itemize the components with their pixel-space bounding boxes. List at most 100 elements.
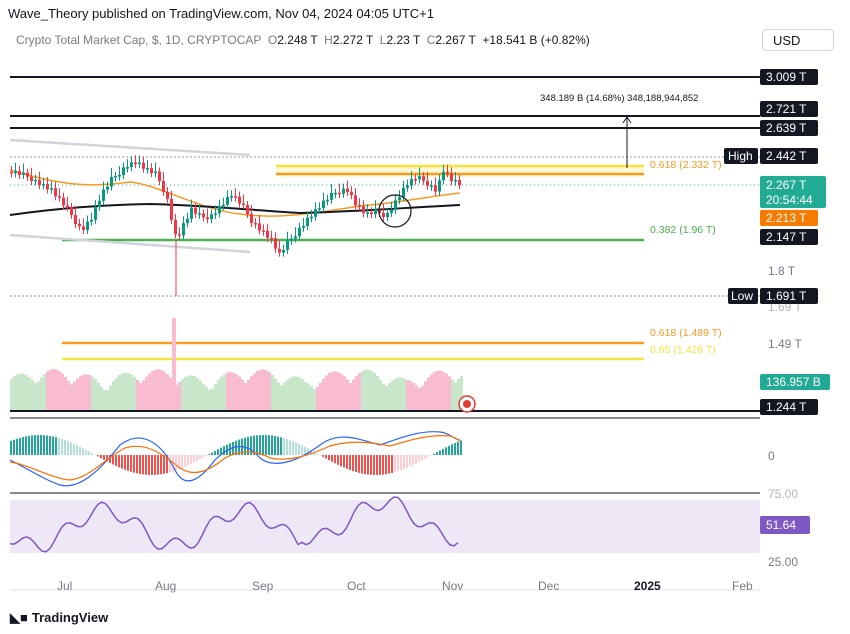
volume-bar: [262, 369, 265, 411]
volume-bar: [418, 388, 421, 411]
macd-bar: [409, 455, 411, 467]
macd-bar: [307, 448, 309, 455]
candle-body: [114, 176, 117, 178]
candle-body: [422, 176, 425, 181]
volume-bar: [397, 377, 400, 411]
low-label: L: [379, 33, 387, 47]
candle-body: [222, 204, 225, 207]
macd-bar: [289, 440, 291, 455]
macd-bar: [115, 455, 117, 466]
candle-body: [166, 192, 169, 199]
tag-rsi[interactable]: 51.64: [760, 516, 810, 534]
volume-bar: [139, 383, 142, 411]
tradingview-logo[interactable]: ◣■ TradingView: [10, 610, 108, 626]
tag-volume[interactable]: 136.957 B: [760, 374, 830, 390]
macd-bar: [52, 436, 54, 455]
candle-body: [298, 227, 301, 237]
volume-bar: [154, 369, 157, 411]
channel-upper[interactable]: [9, 138, 251, 157]
macd-bar: [382, 455, 384, 475]
macd-bar: [151, 455, 153, 475]
macd-bar: [103, 455, 105, 460]
tag-1244[interactable]: 1.244 T: [760, 399, 818, 415]
rsi-line[interactable]: [9, 496, 459, 553]
circle-annotation[interactable]: [378, 194, 412, 228]
macd-bar: [175, 455, 177, 471]
macd-bar: [331, 455, 333, 462]
candle-body: [30, 176, 33, 181]
flag-icon[interactable]: [458, 395, 476, 413]
candle-body: [458, 180, 461, 186]
svg-text:2.147 T: 2.147 T: [766, 230, 807, 244]
tag-2639[interactable]: 2.639 T: [760, 120, 818, 136]
macd-bar: [199, 455, 201, 460]
macd-bar: [97, 455, 99, 457]
tag-2721[interactable]: 2.721 T: [760, 101, 818, 117]
macd-bar: [250, 436, 252, 455]
svg-text:Low: Low: [731, 289, 753, 303]
signal-line[interactable]: [9, 435, 461, 481]
macd-bar: [22, 437, 24, 455]
macd-bar: [400, 455, 402, 471]
volume-bar: [391, 380, 394, 411]
macd-bar: [358, 455, 360, 473]
high-value: 2.272 T: [332, 33, 374, 47]
volume-bar: [49, 369, 52, 411]
macd-bar: [397, 455, 399, 472]
macd-bar: [208, 454, 210, 455]
macd-bar: [49, 435, 51, 455]
macd-bar: [340, 455, 342, 467]
volume-bar: [340, 373, 343, 411]
tag-low[interactable]: 1.691 T: [760, 288, 818, 304]
time-axis[interactable]: Jul Aug Sep Oct Nov Dec 2025 Feb: [57, 579, 753, 593]
volume-bar: [346, 379, 349, 411]
volume-bar: [298, 377, 301, 411]
macd-bar: [403, 455, 405, 470]
candle-body: [314, 209, 317, 217]
volume-bar: [37, 381, 40, 411]
macd-bar: [211, 452, 213, 455]
candle-body: [42, 184, 45, 186]
volume-bar: [367, 369, 370, 411]
candle-body: [190, 207, 193, 219]
macd-zero-label: 0: [768, 449, 775, 463]
volume-bar: [181, 379, 184, 411]
tag-2147[interactable]: 2.147 T: [760, 229, 818, 245]
macd-bar: [109, 455, 111, 463]
tag-high[interactable]: 2.442 T: [760, 148, 818, 164]
open-label: O: [267, 33, 278, 47]
candle-body: [50, 188, 53, 190]
volume-bar: [223, 373, 226, 411]
candle-body: [206, 217, 209, 220]
axis-label-149: 1.49 T: [768, 337, 802, 351]
fib-label-0618-lower: 0.618 (1.489 T): [650, 327, 722, 339]
candlesticks[interactable]: [10, 155, 461, 296]
macd-bar: [145, 455, 147, 475]
volume-bar: [76, 378, 79, 411]
volume-bar: [415, 385, 418, 411]
macd-bar: [328, 455, 330, 461]
macd-bar: [163, 455, 165, 474]
volume-bar: [199, 380, 202, 411]
fib-zone: [276, 166, 644, 177]
symbol-name[interactable]: Crypto Total Market Cap, $, 1D, CRYPTOCA…: [16, 33, 262, 47]
ema-line[interactable]: [9, 169, 461, 217]
svg-text:2.721 T: 2.721 T: [766, 102, 807, 116]
close-value: 2.267 T: [435, 33, 476, 47]
volume-bar: [265, 370, 268, 411]
candle-body: [374, 209, 377, 215]
tag-last[interactable]: 2.267 T20:54:44: [760, 176, 826, 208]
candle-body: [230, 196, 233, 198]
volume-bar: [124, 372, 127, 411]
volume-bar: [211, 388, 214, 411]
candle-body: [250, 214, 253, 223]
volume-bar: [43, 373, 46, 411]
tag-3009[interactable]: 3.009 T: [760, 69, 818, 85]
channel-lower[interactable]: [9, 233, 251, 254]
tag-ma[interactable]: 2.213 T: [760, 210, 818, 226]
macd-line[interactable]: [9, 431, 461, 487]
volume-bar: [352, 379, 355, 411]
volume-bar: [280, 385, 283, 411]
currency-button[interactable]: USD: [762, 29, 834, 51]
